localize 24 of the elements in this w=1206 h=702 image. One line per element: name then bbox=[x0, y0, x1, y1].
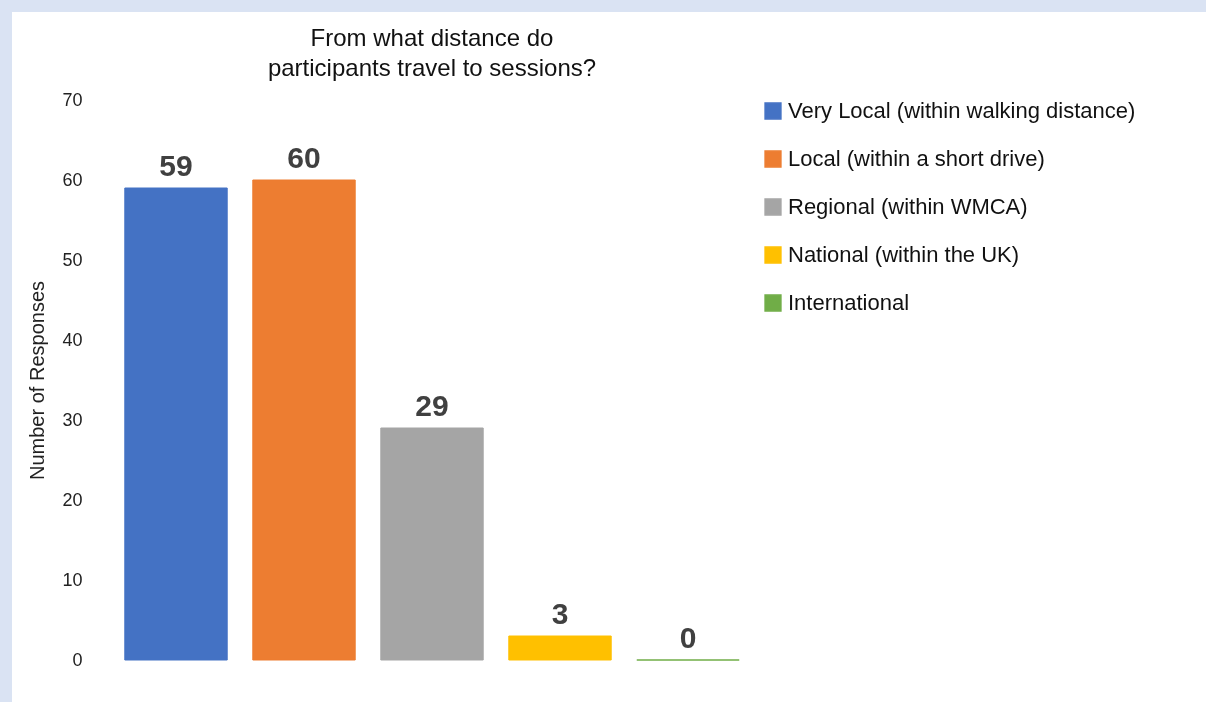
data-label: 59 bbox=[159, 149, 193, 182]
legend-label: Regional (within WMCA) bbox=[788, 194, 1028, 219]
y-tick-label: 30 bbox=[62, 409, 83, 430]
bar bbox=[252, 179, 356, 661]
legend-label: National (within the UK) bbox=[788, 242, 1020, 267]
data-label: 3 bbox=[551, 597, 569, 630]
y-tick-label: 70 bbox=[62, 89, 83, 110]
y-tick-label: 40 bbox=[62, 329, 83, 350]
y-tick-label: 50 bbox=[62, 249, 83, 270]
y-tick-label: 0 bbox=[72, 649, 83, 670]
y-tick-label: 20 bbox=[62, 489, 83, 510]
chart-title: From what distance do participants travel to sessions? bbox=[267, 24, 597, 81]
bar bbox=[380, 427, 484, 661]
legend-label: International bbox=[788, 290, 910, 315]
legend-label: Local (within a short drive) bbox=[788, 146, 1045, 171]
bar bbox=[124, 187, 228, 661]
data-label: 29 bbox=[415, 389, 449, 422]
bar bbox=[508, 635, 612, 661]
data-label: 0 bbox=[679, 621, 697, 654]
data-label: 60 bbox=[287, 141, 321, 174]
y-axis-title: Number of Responses bbox=[26, 281, 49, 480]
y-tick-label: 60 bbox=[62, 169, 83, 190]
y-tick-label: 10 bbox=[62, 569, 83, 590]
legend-label: Very Local (within walking distance) bbox=[788, 98, 1136, 123]
